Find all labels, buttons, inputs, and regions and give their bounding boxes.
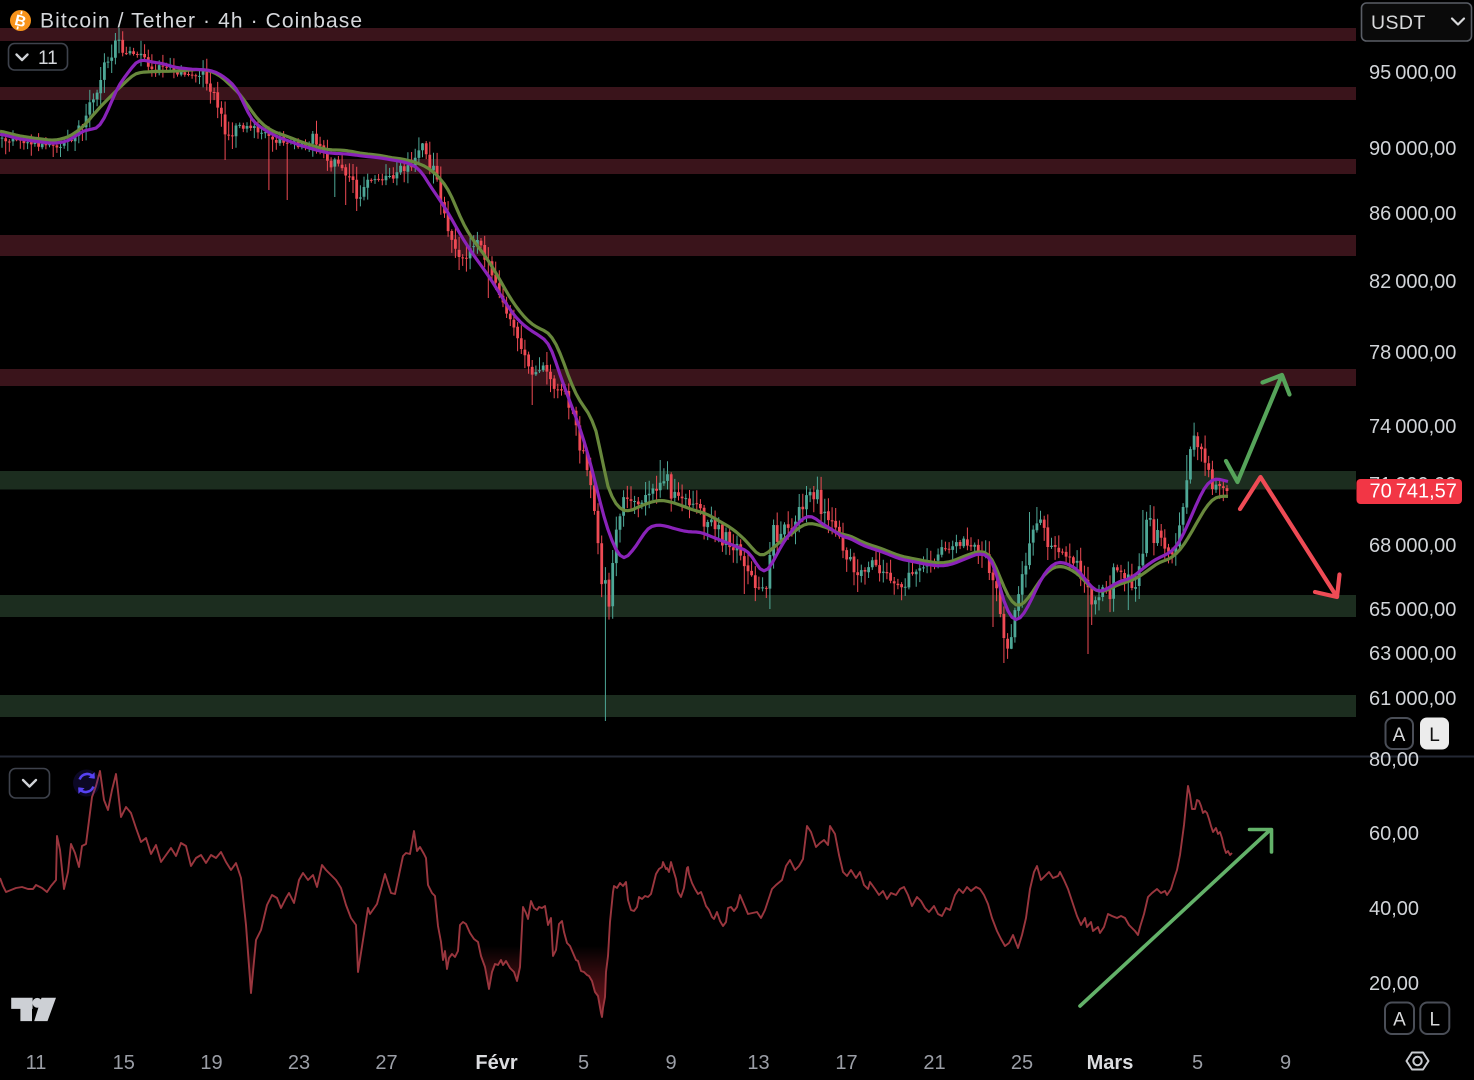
svg-text:65 000,00: 65 000,00 xyxy=(1369,599,1456,621)
svg-text:13: 13 xyxy=(747,1052,769,1074)
svg-text:A: A xyxy=(1393,1010,1406,1031)
svg-text:L: L xyxy=(1429,725,1440,746)
svg-text:61 000,00: 61 000,00 xyxy=(1369,688,1456,710)
svg-text:9: 9 xyxy=(665,1052,676,1074)
svg-text:5: 5 xyxy=(1192,1052,1203,1074)
svg-text:20,00: 20,00 xyxy=(1369,973,1419,995)
svg-text:27: 27 xyxy=(375,1052,397,1074)
svg-text:25: 25 xyxy=(1011,1052,1033,1074)
svg-text:80,00: 80,00 xyxy=(1369,749,1419,771)
svg-text:Févr: Févr xyxy=(475,1052,517,1074)
svg-text:A: A xyxy=(1393,725,1406,746)
svg-text:11: 11 xyxy=(38,48,58,69)
svg-text:70 741,57: 70 741,57 xyxy=(1370,481,1457,503)
svg-text:82 000,00: 82 000,00 xyxy=(1369,271,1456,293)
svg-text:63 000,00: 63 000,00 xyxy=(1369,643,1456,665)
svg-text:5: 5 xyxy=(578,1052,589,1074)
svg-text:11: 11 xyxy=(26,1052,47,1074)
svg-text:21: 21 xyxy=(923,1052,945,1074)
svg-text:USDT: USDT xyxy=(1371,12,1426,34)
svg-text:L: L xyxy=(1430,1010,1441,1031)
svg-text:Mars: Mars xyxy=(1087,1052,1134,1074)
svg-text:40,00: 40,00 xyxy=(1369,898,1419,920)
svg-text:60,00: 60,00 xyxy=(1369,823,1419,845)
svg-text:90 000,00: 90 000,00 xyxy=(1369,138,1456,160)
svg-text:86 000,00: 86 000,00 xyxy=(1369,203,1456,225)
svg-text:23: 23 xyxy=(288,1052,310,1074)
svg-text:17: 17 xyxy=(835,1052,857,1074)
svg-text:9: 9 xyxy=(1280,1052,1291,1074)
svg-text:74 000,00: 74 000,00 xyxy=(1369,416,1456,438)
svg-text:B: B xyxy=(13,12,28,31)
svg-text:15: 15 xyxy=(113,1052,135,1074)
svg-text:Bitcoin / Tether · 4h · Coinba: Bitcoin / Tether · 4h · Coinbase xyxy=(40,10,363,33)
svg-text:95 000,00: 95 000,00 xyxy=(1369,62,1456,84)
svg-text:78 000,00: 78 000,00 xyxy=(1369,342,1456,364)
svg-text:68 000,00: 68 000,00 xyxy=(1369,535,1456,557)
svg-text:19: 19 xyxy=(200,1052,222,1074)
